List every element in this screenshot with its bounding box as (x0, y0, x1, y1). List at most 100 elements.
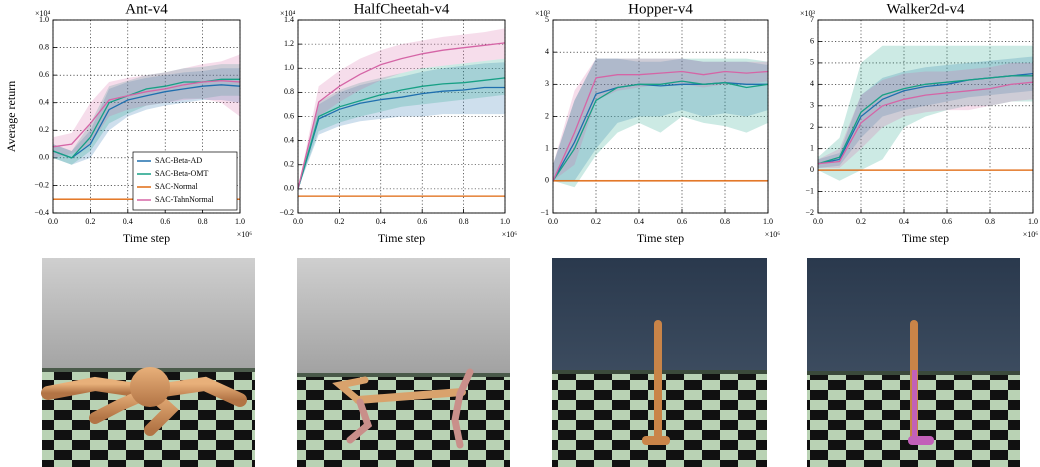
y-multiplier: ×10⁴ (35, 9, 51, 18)
y-multiplier: ×10⁴ (280, 9, 296, 18)
y-tick-label: 1 (810, 143, 814, 152)
x-tick-label: 0.0 (813, 217, 823, 226)
x-tick-label: 0.0 (548, 217, 558, 226)
y-tick-label: 5 (810, 58, 814, 67)
legend-label: SAC-Beta-AD (155, 156, 202, 165)
y-tick-label: 0.6 (284, 111, 294, 120)
x-tick-label: 1.0 (235, 217, 245, 226)
x-tick-label: 0.4 (123, 217, 133, 226)
x-tick-label: 0.6 (417, 217, 427, 226)
plot-background (818, 20, 1033, 213)
y-tick-label: −1 (805, 186, 814, 195)
x-tick-label: 0.2 (591, 217, 601, 226)
y-tick-label: 0.0 (284, 184, 294, 193)
y-tick-label: 3 (545, 79, 549, 88)
y-tick-label: 1.0 (284, 63, 294, 72)
legend-label: SAC-TahnNormal (155, 195, 214, 204)
y-tick-label: −2 (805, 208, 814, 217)
y-tick-label: 0.6 (39, 70, 49, 79)
series-line (552, 80, 769, 182)
y-tick-label: 2 (810, 122, 814, 131)
x-tick-label: 0.6 (677, 217, 687, 226)
x-tick-label: 1.0 (1028, 217, 1038, 226)
y-tick-label: 1.4 (284, 15, 294, 24)
x-tick-label: 0.8 (720, 217, 730, 226)
x-multiplier: ×10⁶ (502, 230, 518, 239)
x-axis-label: Time step (378, 231, 425, 245)
y-tick-label: −1 (540, 208, 549, 217)
series-line (52, 80, 241, 148)
chart-title: HalfCheetah-v4 (354, 1, 450, 17)
y-tick-label: 2 (545, 111, 549, 120)
confidence-band (818, 56, 1033, 168)
halfcheetah-image (297, 258, 510, 467)
series-line (297, 86, 505, 190)
plot-marks (297, 28, 506, 197)
confidence-band (553, 58, 768, 181)
chart-title: Hopper-v4 (628, 1, 693, 17)
y-tick-label: 0 (810, 165, 814, 174)
series-line (297, 77, 506, 190)
y-tick-label: 1.2 (284, 39, 294, 48)
series-line (552, 70, 769, 182)
y-multiplier: ×10³ (535, 9, 551, 18)
y-tick-label: −0.2 (279, 208, 294, 217)
confidence-band (53, 68, 240, 165)
x-tick-label: 0.6 (942, 217, 952, 226)
x-axis-label: Time step (123, 231, 170, 245)
x-tick-label: 0.8 (459, 217, 469, 226)
y-tick-label: 5 (545, 15, 549, 24)
y-axis-label: Average return (4, 81, 18, 152)
x-tick-label: 0.4 (899, 217, 909, 226)
y-tick-label: 1 (545, 143, 549, 152)
legend-label: SAC-Beta-OMT (155, 169, 208, 178)
x-multiplier: ×10⁶ (1023, 230, 1039, 239)
y-tick-label: 0 (545, 176, 549, 185)
y-tick-label: 6 (810, 36, 814, 45)
x-tick-label: 0.2 (85, 217, 95, 226)
x-tick-label: 0.0 (48, 217, 58, 226)
y-tick-label: 0.8 (39, 42, 49, 51)
plot-marks (817, 45, 1034, 181)
x-tick-label: 1.0 (763, 217, 773, 226)
chart-title: Walker2d-v4 (887, 1, 965, 17)
y-tick-label: −0.2 (34, 180, 49, 189)
y-tick-label: 0.8 (284, 87, 294, 96)
y-tick-label: 7 (810, 15, 814, 24)
series-line (297, 42, 506, 190)
y-tick-label: 3 (810, 101, 814, 110)
x-tick-label: 0.2 (334, 217, 344, 226)
x-tick-label: 0.8 (985, 217, 995, 226)
confidence-band (53, 64, 240, 165)
x-tick-label: 0.0 (293, 217, 303, 226)
y-tick-label: 0.4 (284, 135, 294, 144)
y-tick-label: 4 (810, 79, 814, 88)
y-tick-label: 0.2 (284, 160, 294, 169)
y-tick-label: 1.0 (39, 15, 49, 24)
x-tick-label: 0.8 (198, 217, 208, 226)
plot-frame (297, 19, 506, 214)
ant-image (41, 258, 255, 467)
plot-frame (52, 19, 241, 214)
x-axis-label: Time step (902, 231, 949, 245)
confidence-band (553, 58, 768, 181)
x-tick-label: 0.6 (160, 217, 170, 226)
series-line (52, 84, 241, 159)
plot-frame (552, 19, 769, 214)
series-line (817, 81, 1034, 165)
legend-label: SAC-Normal (155, 182, 198, 191)
series-line (817, 75, 1033, 165)
confidence-band (298, 28, 505, 189)
x-tick-label: 0.4 (376, 217, 386, 226)
plot-frame (817, 19, 1034, 214)
chart-title: Ant-v4 (125, 1, 168, 17)
series-line (552, 82, 768, 182)
confidence-band (298, 62, 505, 189)
y-tick-label: −0.4 (34, 208, 49, 217)
y-multiplier: ×10³ (800, 9, 816, 18)
walker-image (807, 258, 1020, 467)
legend: SAC-Beta-AD SAC-Beta-OMT SAC-Normal SAC-Tah… (132, 151, 238, 211)
y-tick-label: 4 (545, 47, 549, 56)
x-multiplier: ×10⁶ (237, 230, 253, 239)
